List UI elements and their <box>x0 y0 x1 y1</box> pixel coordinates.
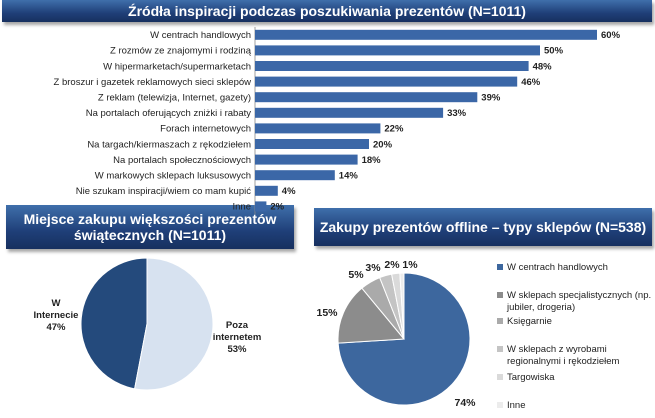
bar-category-label: Forach internetowych <box>160 124 251 135</box>
legend-swatch <box>497 264 503 270</box>
bar <box>255 139 369 149</box>
bar-chart-title: Źródła inspiracji podczas poszukiwania p… <box>2 0 652 22</box>
legend-swatch <box>497 402 503 408</box>
bar <box>255 92 478 103</box>
bar <box>255 107 444 118</box>
bar-value-label: 33% <box>447 108 467 119</box>
bar <box>255 201 267 212</box>
bar-category-label: Z reklam (telewizja, Internet, gazety) <box>98 93 251 104</box>
pie-online-title: Miejsce zakupu większości prezentów świą… <box>6 205 294 249</box>
bar-value-label: 4% <box>282 186 296 197</box>
legend-swatch <box>497 346 503 352</box>
pie-slice-label: W <box>52 298 61 309</box>
bar <box>255 45 540 56</box>
bar-category-label: Inne <box>233 202 252 213</box>
pie-slice <box>399 272 405 340</box>
bar-value-label: 14% <box>339 171 359 182</box>
bar-value-label: 48% <box>533 61 553 72</box>
bar-value-label: 60% <box>601 30 621 41</box>
bar-category-label: W hipermarketach/supermarketach <box>103 61 251 72</box>
pie-slice-label: 47% <box>46 322 66 333</box>
bar <box>255 185 278 196</box>
bar-value-label: 2% <box>270 202 284 213</box>
pie-slice-label: 2% <box>384 259 400 271</box>
pie-slice-label: 74% <box>454 397 476 409</box>
bar-category-label: W centrach handlowych <box>150 30 251 41</box>
bar-category-label: Z rozmów ze znajomymi i rodziną <box>110 46 252 57</box>
pie-slice-label: internetem <box>213 332 262 343</box>
pie-slice-label: 53% <box>227 344 247 355</box>
legend-label: regionalnymi i rękodziełem <box>507 356 620 367</box>
bar-value-label: 22% <box>384 124 404 135</box>
bar-value-label: 46% <box>521 77 541 88</box>
pie-slice <box>134 257 214 391</box>
bar-category-label: Z broszur i gazetek reklamowych sieci sk… <box>54 77 252 88</box>
bar <box>255 123 381 134</box>
bar-value-label: 50% <box>544 46 564 57</box>
bar-category-label: W markowych sklepach luksusowych <box>95 171 251 182</box>
pie-slice-label: 1% <box>402 259 418 271</box>
legend-swatch <box>497 374 503 380</box>
legend-label: Księgarnie <box>507 316 552 327</box>
bar-category-label: Nie szukam inspiracji/wiem co mam kupić <box>76 186 252 197</box>
legend-swatch <box>497 318 503 324</box>
legend-swatch <box>497 292 503 298</box>
pie-slice-label: Internecie <box>34 310 79 321</box>
pie-slice-label: 15% <box>316 307 338 319</box>
pie-slice-label: Poza <box>226 320 249 331</box>
legend-label: Targowiska <box>507 372 555 383</box>
legend-label: Inne <box>507 400 526 411</box>
bar-value-label: 20% <box>373 139 393 150</box>
pie-slice <box>80 257 148 390</box>
legend-label: W sklepach specjalistycznych (np. <box>507 290 651 301</box>
bar-category-label: Na portalach społecznościowych <box>113 155 251 166</box>
pie-offline-title: Zakupy prezentów offline – typy sklepów … <box>314 208 652 246</box>
bar <box>255 170 335 181</box>
bar <box>255 76 518 87</box>
bar-category-label: Na targach/kiermaszach z rękodziełem <box>87 139 251 150</box>
legend-label: W centrach handlowych <box>507 262 608 273</box>
bar <box>255 29 597 40</box>
bar-value-label: 39% <box>481 93 501 104</box>
bar <box>255 61 529 71</box>
pie-slice <box>337 287 406 344</box>
pie-slice-label: 5% <box>348 269 364 281</box>
pie-slice-label: 3% <box>365 262 381 274</box>
bar-value-label: 18% <box>362 155 382 166</box>
bar-category-label: Na portalach oferujących zniżki i rabaty <box>86 108 252 119</box>
legend-label: jubiler, drogeria) <box>506 302 575 313</box>
legend-label: W sklepach z wyrobami <box>507 344 607 355</box>
bar <box>255 154 358 165</box>
